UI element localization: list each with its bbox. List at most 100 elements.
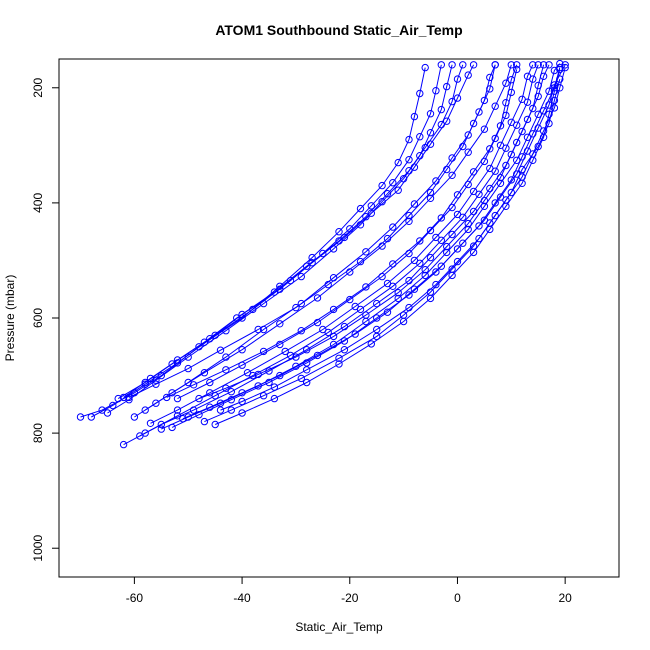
data-point [238,310,246,319]
data-point [189,381,198,389]
data-point [469,119,478,128]
data-point [324,280,332,289]
data-point [367,340,375,348]
data-point [480,202,489,211]
data-point [448,97,456,106]
data-point [405,135,413,144]
data-point [276,285,284,293]
data-point [432,268,440,276]
data-point [459,239,467,247]
y-tick-label: 1000 [31,535,45,562]
data-point [529,61,537,69]
data-point [539,133,548,142]
data-point [518,95,526,104]
data-point [469,248,478,257]
data-point [518,127,526,136]
data-point [534,61,542,69]
data-point [437,61,445,69]
data-point [486,73,494,82]
data-point [539,61,548,69]
data-point [534,92,542,101]
data-point [475,222,483,230]
data-point [399,317,408,326]
data-point [545,110,553,119]
data-point [184,364,192,373]
data-point [173,356,182,364]
data-point [259,347,268,356]
data-point [480,96,489,105]
data-point [534,81,542,90]
data-point [507,118,515,127]
data-point [518,179,526,188]
data-point [109,401,117,410]
data-point [103,409,112,417]
data-point [496,173,505,182]
data-point [222,384,230,392]
data-point [297,327,305,335]
data-point [426,110,435,118]
data-point [238,397,246,406]
data-point [340,233,349,242]
data-point [292,303,300,312]
series-13 [200,63,569,426]
data-point [394,289,402,297]
y-tick-label: 600 [31,308,45,328]
data-point [410,112,419,121]
y-tick-label: 400 [31,193,45,213]
data-point [469,61,478,69]
data-point [297,272,305,281]
data-point [545,61,553,69]
data-point [362,311,370,319]
data-point [448,61,456,69]
data-point [443,82,451,91]
data-point [550,96,559,105]
data-point [443,248,451,257]
data-point [238,389,246,397]
data-point [168,389,176,397]
data-point [486,145,494,153]
data-point [523,72,532,81]
series-line [150,64,534,424]
data-point [405,211,413,220]
data-point [157,420,166,429]
data-point [491,211,499,220]
data-point [426,129,435,137]
data-point [146,374,155,383]
data-point [335,360,343,368]
data-point [556,84,564,92]
series-14 [216,75,564,414]
data-point [216,346,225,354]
data-point [389,179,397,187]
data-point [550,104,559,112]
data-point [507,150,515,159]
series-line [144,64,512,411]
data-point [373,325,381,334]
series-5 [119,61,478,402]
data-point [303,262,311,270]
data-point [410,256,419,265]
data-point [383,308,392,316]
data-point [426,188,435,197]
data-point [297,299,305,308]
data-point [513,61,521,69]
series-line [123,64,475,398]
series-15 [195,61,548,403]
data-point [373,299,381,308]
data-point [410,200,419,208]
data-point [437,262,445,270]
data-point [437,214,445,222]
x-tick-label: 20 [558,591,572,605]
data-point [259,392,268,400]
data-point [206,389,214,397]
x-axis-label: Static_Air_Temp [295,620,383,634]
data-point [313,351,322,360]
data-point [356,257,365,266]
data-point [443,165,451,174]
data-point [373,314,381,322]
data-point [119,440,128,449]
data-point [513,156,521,165]
data-point [189,406,198,414]
data-point [270,394,279,403]
data-point [173,394,182,403]
data-point [227,388,236,396]
